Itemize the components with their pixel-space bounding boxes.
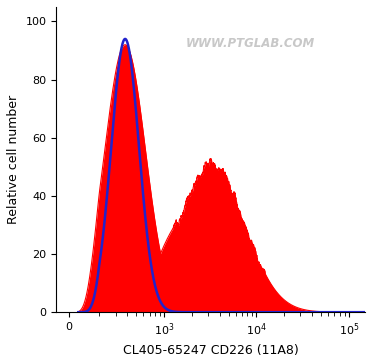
- Y-axis label: Relative cell number: Relative cell number: [7, 95, 20, 224]
- X-axis label: CL405-65247 CD226 (11A8): CL405-65247 CD226 (11A8): [123, 344, 298, 357]
- Text: WWW.PTGLAB.COM: WWW.PTGLAB.COM: [186, 37, 315, 50]
